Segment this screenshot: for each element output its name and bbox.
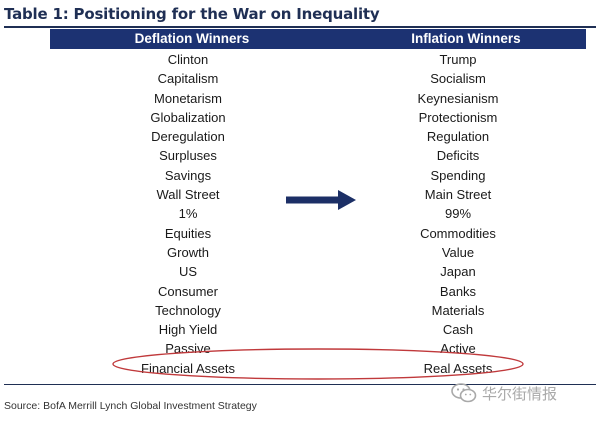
deflation-winner-item: Technology [155, 302, 221, 318]
inflation-winner-item: Regulation [426, 129, 490, 145]
title-divider [4, 26, 596, 28]
deflation-winner-item: Financial Assets [141, 360, 235, 376]
inflation-winners-column: Trump Socialism Keynesianism Protectionism R… [383, 50, 533, 378]
inflation-winner-item: Main Street [424, 187, 492, 203]
deflation-winner-item: Surpluses [159, 148, 217, 164]
watermark-text: 华尔街情报 [482, 384, 558, 403]
wechat-icon [451, 383, 477, 403]
deflation-winner-item: Monetarism [154, 90, 222, 106]
table-header: Deflation Winners Inflation Winners [50, 29, 586, 49]
deflation-winner-item: High Yield [158, 322, 218, 338]
deflation-winner-item: Savings [164, 167, 212, 183]
inflation-winner-item: Spending [430, 167, 486, 183]
deflation-winner-item: Globalization [150, 109, 226, 125]
table-title: Table 1: Positioning for the War on Ineq… [4, 5, 380, 23]
deflation-winner-item: Growth [167, 244, 209, 260]
deflation-winner-item: Capitalism [157, 71, 219, 87]
arrow-shaft [286, 196, 340, 204]
inflation-winner-item: 99% [444, 206, 472, 222]
inflation-winner-item: Japan [440, 264, 476, 280]
inflation-winners-header: Inflation Winners [411, 31, 521, 46]
inflation-winner-item: Real Assets [423, 360, 493, 376]
inflation-winner-item: Socialism [430, 71, 486, 87]
arrow-head [338, 190, 356, 210]
watermark: 华尔街情报 [451, 382, 557, 404]
right-arrow-icon [286, 190, 356, 210]
deflation-winners-column: Clinton Capitalism Monetarism Globalization… [113, 50, 263, 378]
source-note: Source: BofA Merrill Lynch Global Invest… [4, 400, 257, 412]
deflation-winner-item: Equities [164, 225, 212, 241]
bottom-divider [4, 384, 596, 385]
deflation-winner-item: US [178, 264, 198, 280]
deflation-winner-item: Consumer [158, 283, 218, 299]
inflation-winner-item: Value [441, 244, 475, 260]
inflation-winner-item: Protectionism [418, 109, 498, 125]
deflation-winner-item: Clinton [167, 52, 209, 67]
inflation-winner-item: Cash [442, 322, 474, 338]
inflation-winner-item: Banks [439, 283, 477, 299]
inflation-winner-item: Materials [431, 302, 485, 318]
inflation-winner-item: Trump [439, 52, 477, 67]
deflation-winners-header: Deflation Winners [134, 31, 250, 46]
deflation-winner-item: Wall Street [156, 187, 220, 203]
deflation-winner-item: Deregulation [151, 129, 225, 145]
inflation-winner-item: Keynesianism [417, 90, 499, 106]
deflation-winner-item: 1% [178, 206, 198, 222]
inflation-winner-item: Commodities [420, 225, 496, 241]
highlight-ellipse [112, 348, 524, 380]
inflation-winner-item: Deficits [436, 148, 480, 164]
